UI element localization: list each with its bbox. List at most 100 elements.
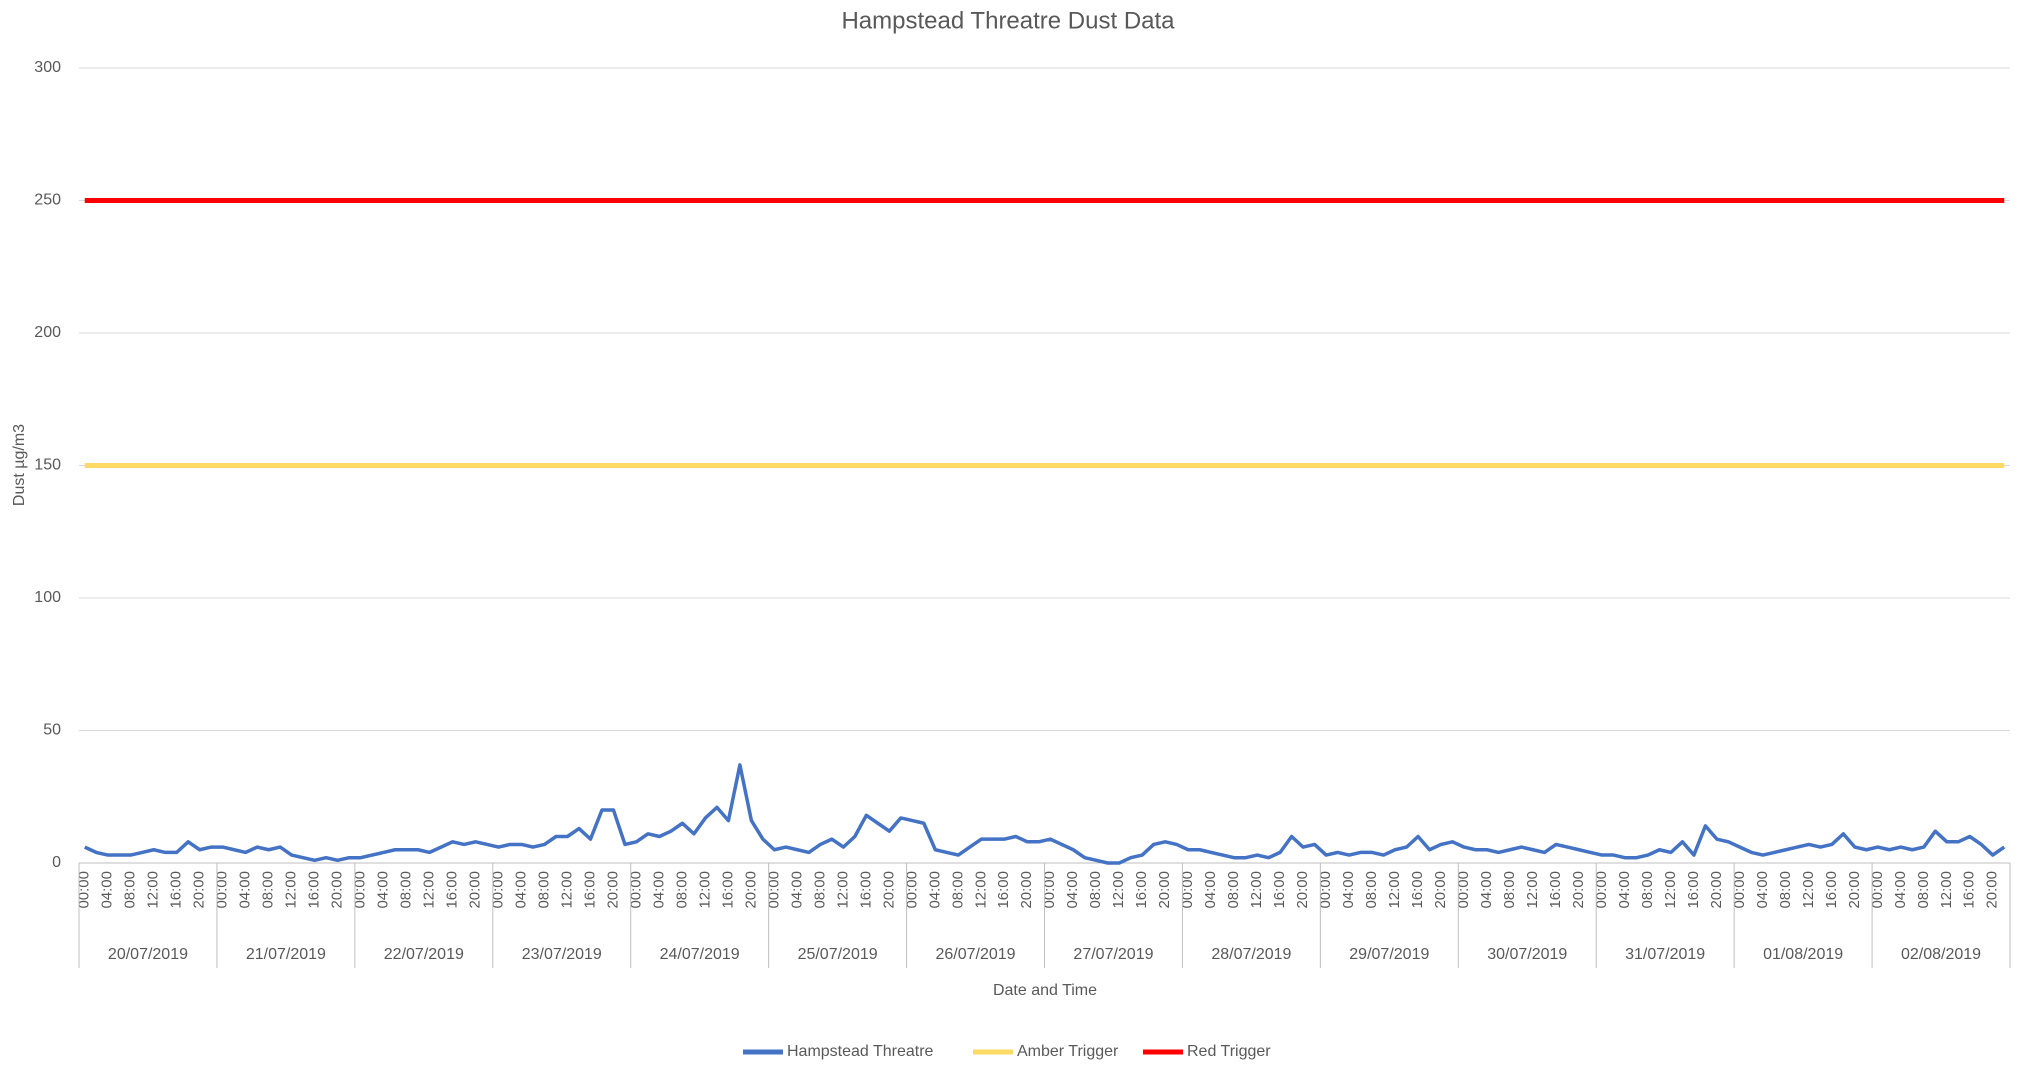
x-tick-label: 12:00 [558, 871, 575, 909]
x-tick-label: 04:00 [1754, 871, 1771, 909]
legend-label: Red Trigger [1187, 1043, 1271, 1060]
x-tick-label: 04:00 [926, 871, 943, 909]
date-label: 30/07/2019 [1487, 946, 1567, 963]
date-label: 28/07/2019 [1211, 946, 1291, 963]
x-tick-label: 04:00 [1064, 871, 1081, 909]
x-tick-label: 16:00 [168, 871, 185, 909]
x-tick-label: 00:00 [627, 871, 644, 909]
date-label: 26/07/2019 [935, 946, 1015, 963]
x-tick-label: 04:00 [99, 871, 116, 909]
x-tick-label: 08:00 [1777, 871, 1794, 909]
x-tick-label: 16:00 [857, 871, 874, 909]
date-label: 24/07/2019 [660, 946, 740, 963]
date-label: 22/07/2019 [384, 946, 464, 963]
chart-title: Hampstead Threatre Dust Data [841, 7, 1175, 34]
x-tick-label: 16:00 [1133, 871, 1150, 909]
x-tick-label: 12:00 [1662, 871, 1679, 909]
x-tick-label: 00:00 [1455, 871, 1472, 909]
x-tick-label: 00:00 [490, 871, 507, 909]
x-tick-label: 04:00 [1892, 871, 1909, 909]
x-tick-label: 04:00 [1478, 871, 1495, 909]
x-tick-label: 08:00 [1639, 871, 1656, 909]
x-tick-label: 00:00 [1317, 871, 1334, 909]
x-tick-label: 00:00 [352, 871, 369, 909]
x-tick-label: 00:00 [1593, 871, 1610, 909]
x-tick-label: 08:00 [811, 871, 828, 909]
y-tick-label: 150 [34, 457, 61, 474]
y-axis-title: Dust µg/m3 [11, 424, 28, 506]
x-tick-label: 04:00 [1340, 871, 1357, 909]
x-tick-label: 04:00 [788, 871, 805, 909]
y-tick-label: 50 [43, 722, 61, 739]
x-tick-label: 20:00 [1018, 871, 1035, 909]
date-label: 02/08/2019 [1901, 946, 1981, 963]
legend-label: Hampstead Threatre [787, 1043, 934, 1060]
y-tick-label: 250 [34, 192, 61, 209]
x-tick-label: 00:00 [1869, 871, 1886, 909]
date-label: 25/07/2019 [798, 946, 878, 963]
date-label: 01/08/2019 [1763, 946, 1843, 963]
x-tick-label: 16:00 [1547, 871, 1564, 909]
date-label: 23/07/2019 [522, 946, 602, 963]
y-tick-label: 100 [34, 589, 61, 606]
x-tick-label: 12:00 [834, 871, 851, 909]
x-tick-label: 08:00 [673, 871, 690, 909]
x-tick-label: 20:00 [1432, 871, 1449, 909]
x-tick-label: 20:00 [604, 871, 621, 909]
x-tick-label: 16:00 [1271, 871, 1288, 909]
y-tick-label: 200 [34, 324, 61, 341]
x-tick-label: 16:00 [444, 871, 461, 909]
x-tick-label: 08:00 [535, 871, 552, 909]
x-tick-label: 08:00 [1087, 871, 1104, 909]
x-tick-label: 16:00 [581, 871, 598, 909]
x-tick-label: 04:00 [1202, 871, 1219, 909]
x-tick-label: 12:00 [1938, 871, 1955, 909]
x-tick-label: 12:00 [972, 871, 989, 909]
legend-label: Amber Trigger [1017, 1043, 1119, 1060]
x-tick-label: 16:00 [719, 871, 736, 909]
x-tick-label: 00:00 [903, 871, 920, 909]
date-label: 31/07/2019 [1625, 946, 1705, 963]
x-tick-label: 08:00 [398, 871, 415, 909]
x-tick-label: 04:00 [650, 871, 667, 909]
x-tick-label: 12:00 [696, 871, 713, 909]
x-tick-label: 20:00 [1156, 871, 1173, 909]
x-axis-title: Date and Time [993, 982, 1097, 999]
x-tick-label: 04:00 [512, 871, 529, 909]
x-tick-label: 12:00 [1386, 871, 1403, 909]
x-tick-label: 16:00 [1961, 871, 1978, 909]
x-tick-label: 20:00 [1708, 871, 1725, 909]
x-tick-label: 08:00 [1363, 871, 1380, 909]
x-tick-label: 16:00 [995, 871, 1012, 909]
x-tick-label: 20:00 [1984, 871, 2001, 909]
date-label: 27/07/2019 [1073, 946, 1153, 963]
x-tick-label: 00:00 [1731, 871, 1748, 909]
x-tick-label: 08:00 [260, 871, 277, 909]
series-line [84, 763, 2006, 865]
date-label: 21/07/2019 [246, 946, 326, 963]
date-label: 29/07/2019 [1349, 946, 1429, 963]
x-tick-label: 00:00 [765, 871, 782, 909]
x-tick-label: 16:00 [1409, 871, 1426, 909]
x-tick-label: 20:00 [1570, 871, 1587, 909]
x-tick-label: 00:00 [1041, 871, 1058, 909]
x-tick-label: 20:00 [1294, 871, 1311, 909]
x-tick-label: 12:00 [1800, 871, 1817, 909]
y-tick-label: 0 [52, 854, 61, 871]
x-tick-label: 08:00 [1501, 871, 1518, 909]
x-tick-label: 12:00 [421, 871, 438, 909]
x-tick-label: 08:00 [1915, 871, 1932, 909]
x-tick-label: 00:00 [214, 871, 231, 909]
x-tick-label: 16:00 [306, 871, 323, 909]
x-tick-label: 20:00 [329, 871, 346, 909]
x-tick-label: 04:00 [1616, 871, 1633, 909]
x-tick-label: 12:00 [145, 871, 162, 909]
x-tick-label: 20:00 [742, 871, 759, 909]
date-label: 20/07/2019 [108, 946, 188, 963]
y-tick-label: 300 [34, 59, 61, 76]
x-tick-label: 12:00 [283, 871, 300, 909]
x-tick-label: 08:00 [122, 871, 139, 909]
x-tick-label: 20:00 [880, 871, 897, 909]
x-tick-label: 00:00 [76, 871, 93, 909]
